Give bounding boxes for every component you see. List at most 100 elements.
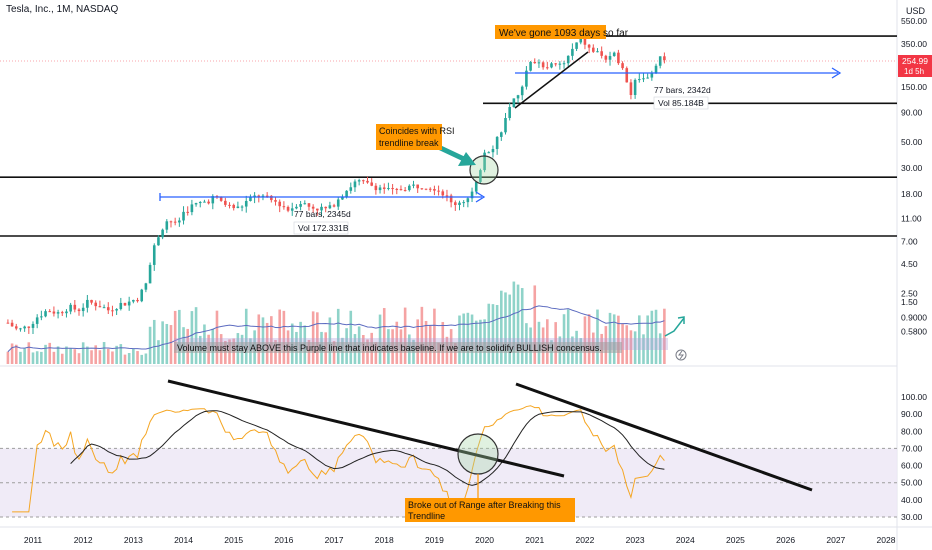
candle-body [608, 56, 612, 60]
candle-body [127, 301, 131, 306]
volume-bar [98, 350, 102, 364]
volume-bar [81, 342, 85, 364]
price-tick-label: 30.00 [901, 163, 923, 173]
volume-bar [215, 310, 219, 364]
volume-bar [10, 343, 14, 364]
volume-bar [462, 313, 465, 364]
candle-body [282, 206, 286, 208]
volume-bar [148, 326, 152, 364]
candle-body [148, 264, 152, 284]
candle-body [583, 38, 587, 45]
price-tick-label: 1.50 [901, 297, 918, 307]
candle-body [270, 195, 273, 201]
volume-bar [35, 351, 39, 364]
candle-body [520, 86, 524, 96]
candle-body [399, 189, 403, 191]
volume-bar [629, 330, 633, 364]
volume-bar [378, 314, 382, 364]
candle-body [40, 316, 43, 318]
breakout-note: Broke out of Range after Breaking this T… [405, 498, 575, 522]
price-tick-label: 50.00 [901, 137, 923, 147]
volume-bar [161, 321, 164, 364]
horizontal-levels [0, 35, 897, 237]
candle-body [119, 302, 123, 310]
candle-body [571, 48, 574, 56]
rsi-tick-label: 70.00 [901, 443, 923, 453]
volume-bar [608, 312, 612, 364]
volume-bar [157, 340, 160, 364]
volume-bar [374, 342, 378, 364]
volume-bar [587, 314, 591, 364]
volume-bar [144, 353, 148, 364]
time-tick-label: 2017 [325, 535, 344, 545]
candle-body [60, 312, 64, 314]
candle-body [295, 206, 298, 209]
volume-bar [487, 303, 491, 364]
volume-bar [479, 319, 482, 364]
volume-bar [546, 319, 549, 364]
volume-bar [403, 307, 407, 364]
volume-bar [194, 307, 198, 364]
candle-body [566, 55, 570, 64]
volume-bar [27, 342, 31, 364]
volume-bar [48, 342, 52, 364]
candle-body [345, 190, 348, 197]
measure-box-left: 77 bars, 2345d Vol 172.331B [293, 209, 351, 235]
volume-bar [470, 314, 474, 364]
candle-body [123, 302, 127, 306]
candle-body [52, 311, 56, 314]
rsi-tick-label: 90.00 [901, 409, 923, 419]
candle-body [504, 117, 507, 133]
time-tick-label: 2013 [124, 535, 143, 545]
volume-bar [504, 292, 507, 364]
candle-body [115, 309, 118, 311]
candle-body [320, 206, 323, 211]
candle-body [378, 187, 382, 191]
candle-body [299, 204, 302, 207]
volume-bar [316, 312, 319, 364]
volume-bar [416, 319, 419, 364]
dividend-marker [675, 349, 687, 361]
candle-body [428, 188, 432, 190]
volume-bar [349, 310, 353, 364]
rsi-tick-label: 80.00 [901, 426, 923, 436]
volume-bar [65, 346, 68, 364]
time-tick-label: 2019 [425, 535, 444, 545]
volume-bar [90, 350, 93, 364]
candle-body [224, 200, 227, 205]
candle-body [412, 184, 415, 186]
volume-bar [625, 325, 629, 364]
candle-body [106, 307, 110, 311]
volume-bar [633, 331, 637, 364]
volume-bar [520, 288, 524, 364]
volume-bar [516, 284, 520, 364]
candles [6, 34, 666, 335]
time-tick-label: 2011 [24, 535, 43, 545]
candle-body [541, 62, 545, 68]
candle-body [65, 311, 68, 314]
volume-bar [111, 351, 114, 364]
volume-bar [336, 308, 340, 364]
volume-bar [583, 316, 587, 364]
candle-body [6, 322, 10, 324]
candle-body [211, 196, 215, 204]
candle-body [44, 311, 47, 317]
candle-body [132, 299, 135, 302]
candle-body [265, 195, 269, 197]
candle-body [424, 188, 428, 190]
candle-body [249, 196, 252, 201]
rsi-tick-label: 60.00 [901, 461, 923, 471]
candle-body [525, 70, 528, 87]
candle-body [86, 299, 89, 308]
price-badge-value: 254.99 [902, 56, 928, 66]
volume-bar [617, 315, 620, 364]
volume-bar [278, 309, 281, 364]
rsi-series [12, 405, 665, 513]
time-axis-ticks: 2011 2012 2013 2014 2015 2016 2017 2018 2019 2020… [24, 535, 896, 545]
candle-body [198, 202, 202, 204]
candle-body [207, 201, 210, 204]
candle-body [190, 204, 194, 213]
candle-body [111, 310, 114, 312]
candle-body [562, 63, 566, 65]
